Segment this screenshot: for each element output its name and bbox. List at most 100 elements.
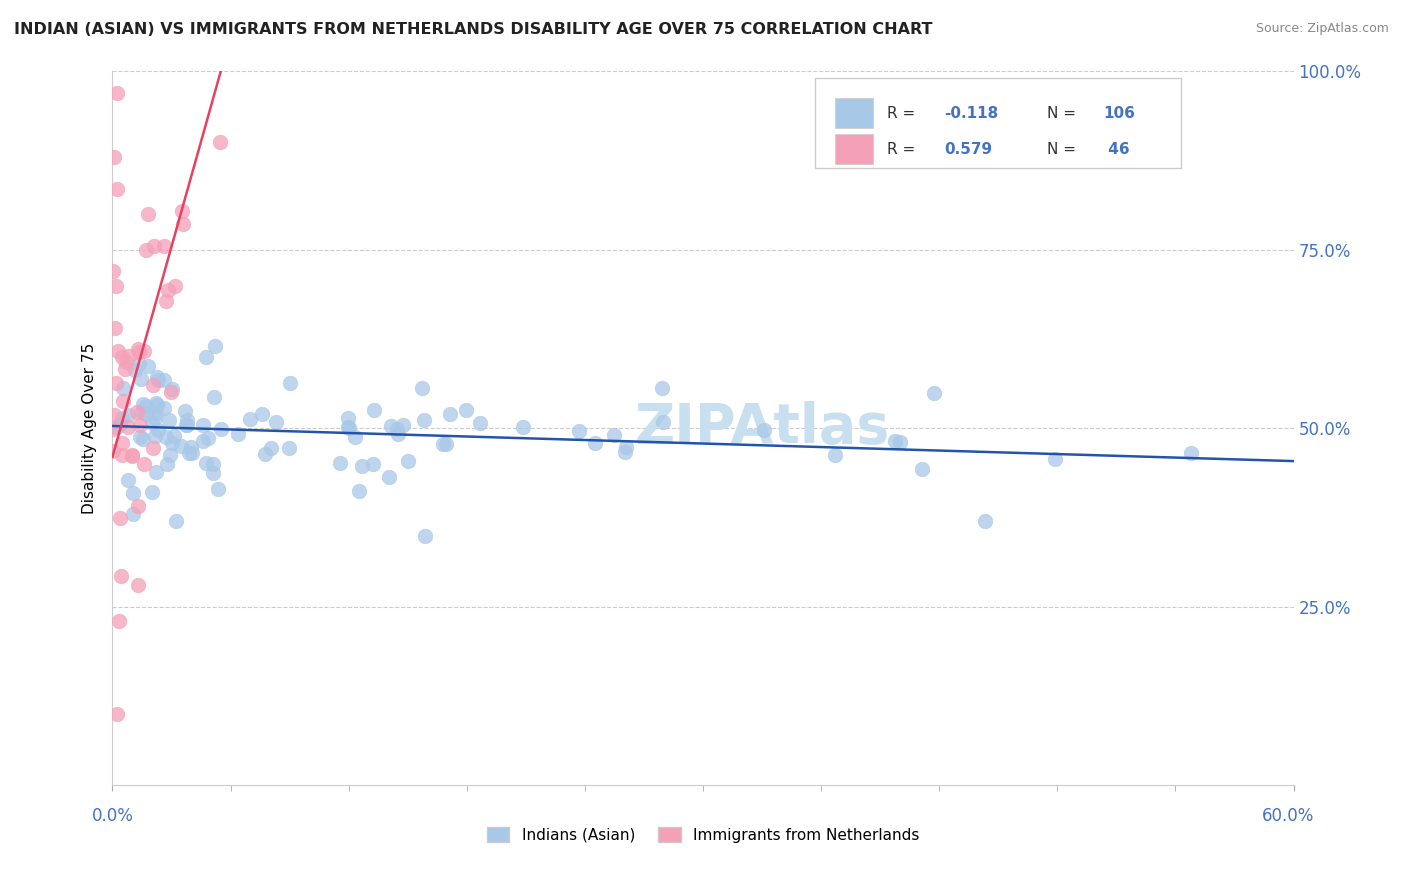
- Point: [343, 430, 366, 444]
- Text: 0.579: 0.579: [943, 142, 993, 157]
- Point: [131, 405, 153, 419]
- Point: [239, 412, 262, 426]
- Point: [180, 446, 202, 460]
- Point: [146, 423, 169, 437]
- Point: [434, 436, 457, 450]
- Point: [111, 351, 134, 365]
- Point: [127, 343, 149, 357]
- Point: [103, 264, 125, 278]
- Point: [117, 408, 139, 422]
- Point: [128, 417, 150, 432]
- Point: [104, 376, 127, 390]
- Point: [160, 435, 183, 450]
- Point: [105, 181, 128, 195]
- Point: [337, 411, 360, 425]
- Point: [122, 486, 145, 500]
- Point: [128, 430, 150, 444]
- Point: [159, 448, 181, 462]
- Point: [146, 398, 169, 412]
- Point: [179, 446, 201, 460]
- Text: 0.0%: 0.0%: [91, 807, 134, 825]
- Point: [153, 401, 176, 416]
- Point: [387, 427, 409, 442]
- Point: [142, 441, 165, 455]
- Point: [1180, 446, 1202, 460]
- Point: [105, 706, 128, 721]
- Point: [103, 444, 125, 458]
- Point: [118, 349, 141, 363]
- Point: [107, 344, 129, 359]
- Point: [141, 416, 163, 430]
- Point: [651, 415, 673, 429]
- Point: [132, 432, 155, 446]
- Point: [889, 434, 911, 449]
- Point: [392, 418, 415, 433]
- Point: [111, 411, 134, 425]
- FancyBboxPatch shape: [815, 78, 1181, 168]
- Point: [110, 435, 132, 450]
- Point: [195, 350, 218, 364]
- Point: [174, 417, 197, 432]
- Point: [911, 462, 934, 476]
- Point: [884, 434, 907, 449]
- Point: [163, 278, 186, 293]
- Point: [145, 395, 167, 409]
- Point: [260, 441, 283, 455]
- Point: [439, 408, 461, 422]
- Point: [613, 445, 636, 459]
- Point: [156, 457, 179, 471]
- Text: R =: R =: [887, 106, 921, 120]
- Text: N =: N =: [1046, 142, 1081, 157]
- Point: [583, 435, 606, 450]
- Point: [170, 439, 193, 453]
- Point: [197, 431, 219, 445]
- Text: Source: ZipAtlas.com: Source: ZipAtlas.com: [1256, 22, 1389, 36]
- Point: [413, 529, 436, 543]
- Point: [105, 279, 128, 293]
- Text: 46: 46: [1104, 142, 1130, 157]
- Point: [412, 413, 434, 427]
- Point: [973, 514, 995, 528]
- Point: [363, 403, 385, 417]
- Text: 60.0%: 60.0%: [1263, 807, 1315, 825]
- Point: [128, 344, 150, 359]
- Point: [278, 376, 301, 390]
- Point: [103, 422, 125, 436]
- Point: [202, 467, 225, 481]
- Point: [128, 357, 150, 371]
- Point: [156, 283, 179, 297]
- Point: [141, 485, 163, 500]
- Point: [155, 430, 177, 444]
- Point: [117, 420, 139, 434]
- Point: [253, 447, 276, 461]
- Point: [111, 381, 134, 395]
- Point: [337, 421, 360, 435]
- Text: -0.118: -0.118: [943, 106, 998, 120]
- Point: [824, 448, 846, 462]
- Point: [209, 422, 232, 436]
- Point: [111, 394, 134, 409]
- Point: [208, 136, 231, 150]
- Point: [396, 453, 419, 467]
- Point: [111, 448, 134, 462]
- Point: [468, 416, 491, 430]
- Point: [380, 419, 402, 434]
- Point: [180, 440, 202, 454]
- Point: [104, 321, 127, 335]
- Point: [153, 239, 176, 253]
- Point: [124, 363, 146, 377]
- Point: [114, 355, 136, 369]
- Point: [202, 390, 225, 404]
- Point: [266, 415, 288, 429]
- Point: [174, 404, 197, 418]
- Bar: [835, 135, 873, 164]
- Y-axis label: Disability Age Over 75: Disability Age Over 75: [82, 343, 97, 514]
- Point: [143, 239, 166, 253]
- Point: [163, 428, 186, 442]
- Point: [121, 448, 143, 462]
- Point: [512, 420, 534, 434]
- Point: [568, 424, 591, 438]
- Point: [105, 86, 128, 100]
- Point: [226, 427, 249, 442]
- Point: [614, 440, 637, 454]
